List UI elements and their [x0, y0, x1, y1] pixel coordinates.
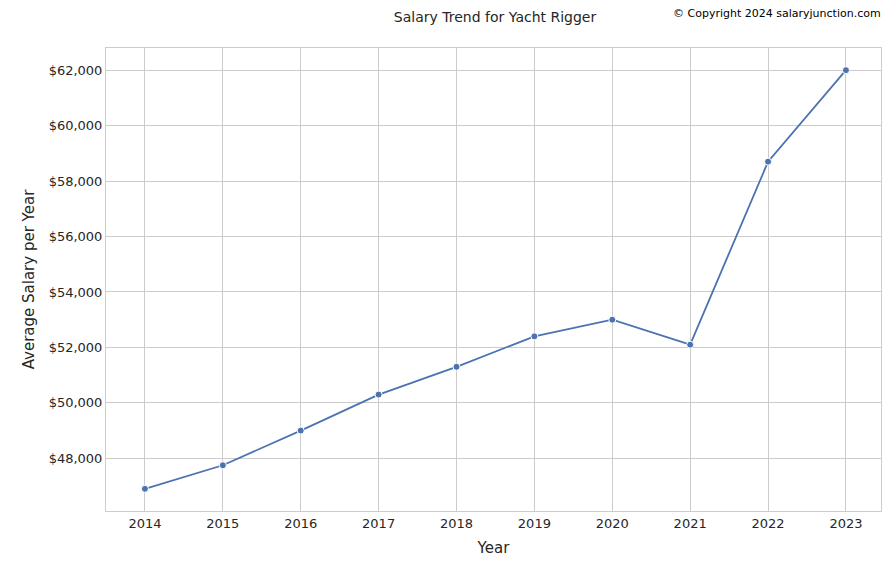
svg-text:2017: 2017	[362, 516, 395, 531]
svg-text:2016: 2016	[284, 516, 317, 531]
svg-text:2014: 2014	[128, 516, 161, 531]
svg-text:$58,000: $58,000	[49, 174, 103, 189]
svg-text:$48,000: $48,000	[49, 451, 103, 466]
svg-text:$60,000: $60,000	[49, 118, 103, 133]
svg-text:Salary Trend for Yacht Rigger: Salary Trend for Yacht Rigger	[394, 9, 597, 25]
svg-text:2019: 2019	[518, 516, 551, 531]
svg-text:2023: 2023	[829, 516, 862, 531]
svg-text:2015: 2015	[206, 516, 239, 531]
svg-text:Average Salary per Year: Average Salary per Year	[20, 189, 38, 370]
svg-text:Year: Year	[477, 539, 511, 557]
svg-text:$62,000: $62,000	[49, 63, 103, 78]
svg-text:$56,000: $56,000	[49, 229, 103, 244]
svg-text:$54,000: $54,000	[49, 285, 103, 300]
svg-text:2021: 2021	[674, 516, 707, 531]
svg-text:2018: 2018	[440, 516, 473, 531]
svg-text:$50,000: $50,000	[49, 395, 103, 410]
svg-text:2022: 2022	[752, 516, 785, 531]
svg-text:© Copyright 2024 salaryjunctio: © Copyright 2024 salaryjunction.com	[673, 7, 881, 20]
svg-text:$52,000: $52,000	[49, 340, 103, 355]
svg-text:2020: 2020	[596, 516, 629, 531]
